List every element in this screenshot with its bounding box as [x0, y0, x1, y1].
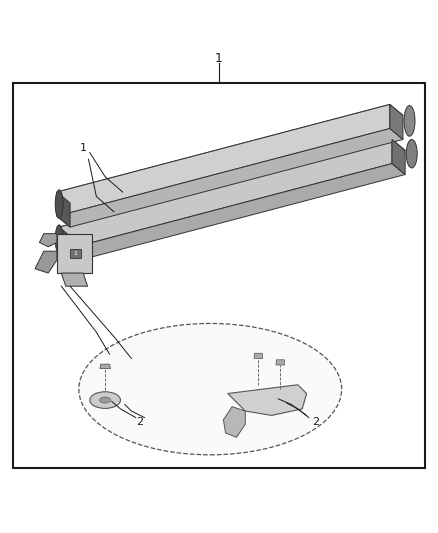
Polygon shape [392, 140, 405, 174]
Text: 1: 1 [74, 251, 77, 256]
Polygon shape [57, 104, 403, 203]
Polygon shape [59, 164, 405, 262]
Ellipse shape [55, 225, 63, 253]
Text: 2: 2 [312, 417, 319, 427]
Polygon shape [228, 385, 307, 415]
Polygon shape [57, 192, 70, 227]
Polygon shape [39, 233, 57, 247]
Text: 1: 1 [80, 143, 87, 154]
Polygon shape [35, 251, 57, 273]
Polygon shape [61, 273, 88, 286]
Polygon shape [57, 128, 403, 227]
Ellipse shape [90, 392, 120, 408]
Polygon shape [59, 140, 405, 238]
Text: 2: 2 [137, 417, 144, 427]
Polygon shape [57, 104, 390, 216]
Ellipse shape [406, 140, 417, 168]
Polygon shape [59, 227, 72, 262]
Bar [70, 249, 81, 258]
Polygon shape [390, 104, 403, 140]
Bar [13, 83, 425, 468]
Text: 1: 1 [215, 52, 223, 65]
Polygon shape [276, 360, 285, 365]
Polygon shape [223, 407, 245, 437]
Polygon shape [59, 140, 392, 251]
Ellipse shape [404, 106, 415, 136]
Polygon shape [57, 233, 92, 273]
Ellipse shape [99, 397, 110, 403]
Ellipse shape [55, 190, 63, 219]
Polygon shape [254, 353, 263, 359]
Ellipse shape [79, 324, 342, 455]
Polygon shape [100, 364, 110, 368]
